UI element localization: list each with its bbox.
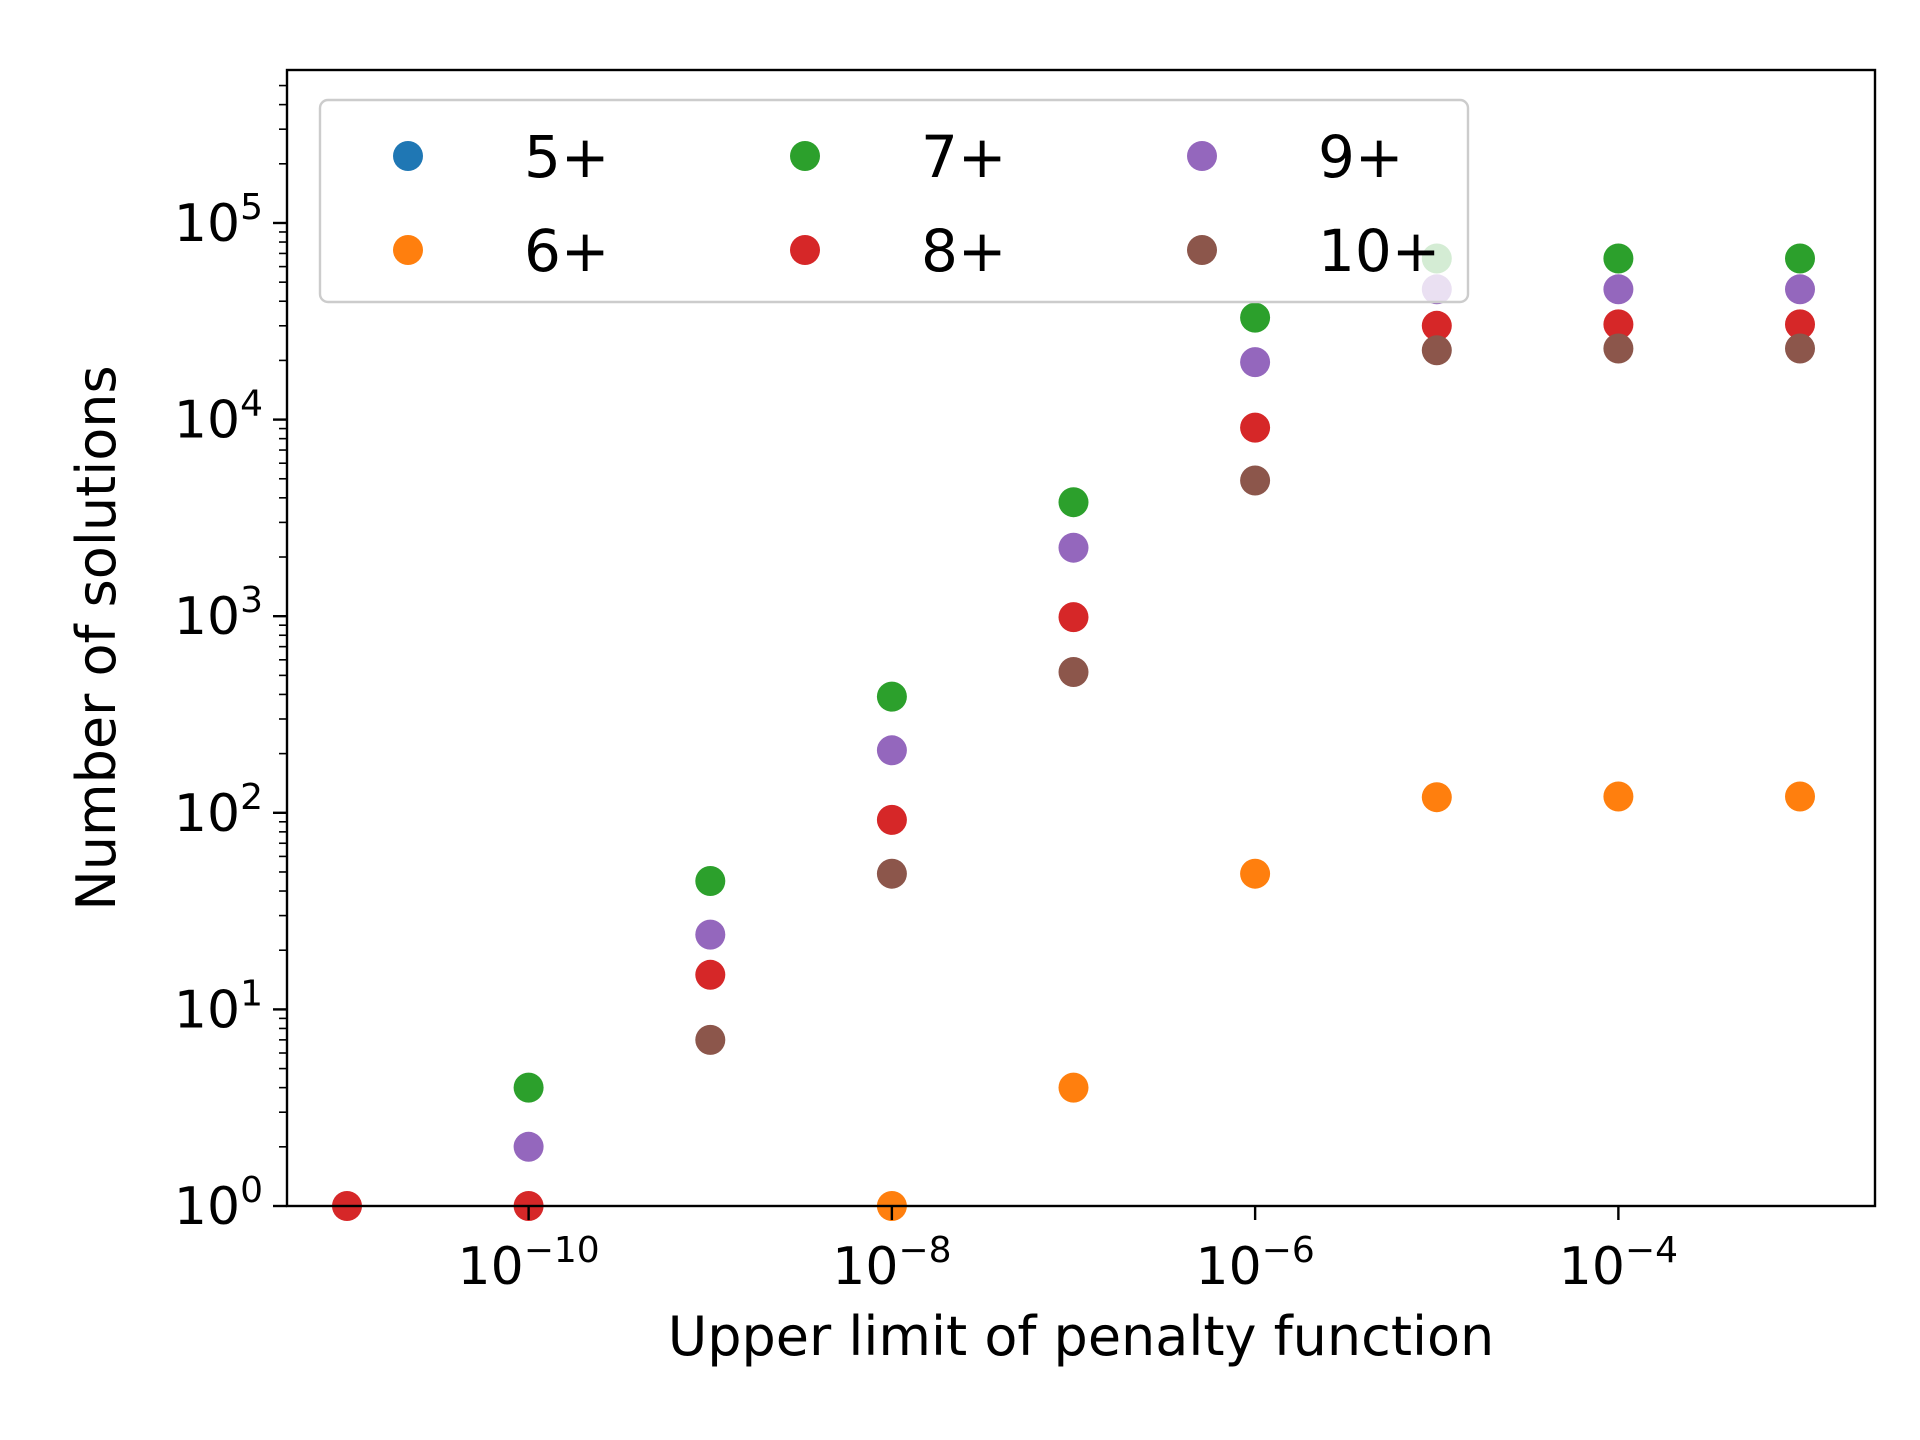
data-point-7+-0	[513, 1072, 544, 1103]
data-point-8+-7	[1603, 309, 1634, 340]
legend-label-7+: 7+	[921, 123, 1007, 191]
data-point-10+-6	[1785, 333, 1815, 364]
data-point-8+-5	[1240, 412, 1271, 443]
series-8+	[332, 309, 1815, 1221]
series-6+	[876, 781, 1815, 1221]
x-tick-label-1: 10−8	[832, 1230, 951, 1297]
legend-marker-6+	[393, 235, 423, 265]
data-point-6+-2	[1240, 858, 1271, 889]
y-axis-label: Number of solutions	[65, 365, 128, 910]
data-point-10+-5	[1603, 333, 1634, 364]
axis-ticks: 10−10 10−8 10−6 10−4 100 101 102 103 104 105	[174, 84, 1678, 1297]
data-point-7+-6	[1603, 243, 1634, 274]
legend-marker-10+	[1187, 235, 1217, 265]
data-point-7+-3	[1058, 487, 1089, 518]
data-point-8+-6	[1421, 310, 1452, 341]
y-tick-label-2: 102	[174, 777, 263, 844]
data-point-9+-7	[1785, 274, 1815, 305]
data-point-9+-4	[1240, 347, 1271, 378]
y-tick-label-5: 105	[174, 187, 263, 254]
data-point-6+-5	[1785, 781, 1815, 812]
legend-marker-9+	[1187, 141, 1217, 171]
legend-label-8+: 8+	[921, 217, 1007, 285]
data-point-8+-3	[876, 804, 907, 835]
legend-label-6+: 6+	[524, 217, 610, 285]
data-point-6+-3	[1421, 782, 1452, 813]
legend-marker-8+	[790, 235, 820, 265]
data-point-8+-8	[1785, 309, 1815, 340]
data-point-9+-2	[876, 735, 907, 766]
legend-box	[318, 98, 1470, 304]
data-point-7+-1	[695, 866, 726, 896]
series-10+	[695, 333, 1815, 1055]
data-point-10+-1	[876, 858, 907, 889]
data-point-9+-1	[695, 919, 726, 950]
data-point-7+-7	[1785, 243, 1815, 274]
data-point-7+-2	[876, 681, 907, 712]
x-tick-label-2: 10−6	[1196, 1230, 1315, 1297]
y-tick-label-3: 103	[174, 580, 263, 647]
data-point-8+-4	[1058, 602, 1089, 633]
y-tick-label-0: 100	[174, 1170, 263, 1237]
x-tick-label-0: 10−10	[458, 1230, 600, 1297]
legend-marker-5+	[393, 141, 423, 171]
legend-marker-7+	[790, 141, 820, 171]
y-tick-label-1: 101	[174, 973, 263, 1040]
x-axis-label: Upper limit of penalty function	[668, 1305, 1495, 1368]
x-tick-label-3: 10−4	[1559, 1230, 1678, 1297]
data-point-10+-3	[1240, 465, 1271, 496]
legend-label-5+: 5+	[524, 123, 610, 191]
data-point-10+-0	[695, 1024, 726, 1055]
data-point-8+-2	[695, 959, 726, 990]
data-point-9+-6	[1603, 274, 1634, 305]
data-point-10+-4	[1421, 335, 1452, 366]
legend: 5+ 6+ 7+ 8+ 9+ 10+	[318, 98, 1470, 304]
data-point-6+-1	[1058, 1072, 1089, 1103]
y-tick-label-4: 104	[174, 384, 263, 451]
data-point-10+-2	[1058, 657, 1089, 687]
legend-label-10+: 10+	[1318, 217, 1440, 285]
data-point-9+-3	[1058, 532, 1089, 563]
data-point-7+-4	[1240, 302, 1271, 333]
data-point-9+-0	[513, 1131, 544, 1162]
data-point-6+-4	[1603, 781, 1634, 812]
legend-label-9+: 9+	[1318, 123, 1404, 191]
plot-area-frame	[285, 68, 1877, 1208]
